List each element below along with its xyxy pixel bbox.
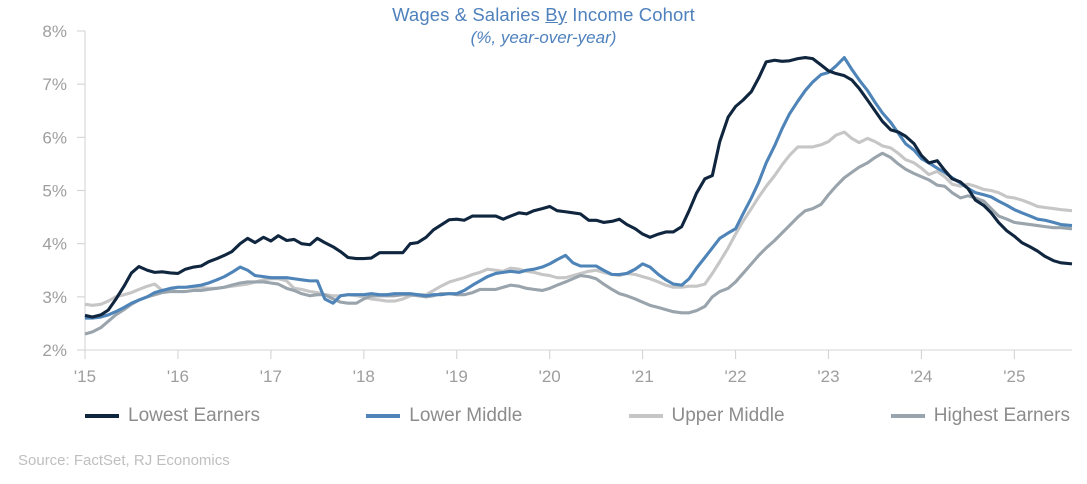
legend-item[interactable]: Upper Middle [628, 405, 785, 427]
y-axis-tick-label: 8% [42, 22, 67, 41]
x-axis-tick-label: '24 [910, 367, 932, 386]
x-axis-tick-label: '25 [1003, 367, 1025, 386]
legend-swatch-icon [85, 414, 119, 418]
x-axis-tick-label: '18 [353, 367, 375, 386]
y-axis-tick-label: 6% [42, 128, 67, 147]
y-axis-tick-label: 2% [42, 341, 67, 360]
y-axis-tick-label: 3% [42, 288, 67, 307]
legend-swatch-icon [366, 414, 401, 418]
legend-swatch-icon [890, 414, 925, 418]
legend-swatch-icon [628, 414, 663, 418]
legend-item[interactable]: Lower Middle [366, 405, 522, 427]
legend-label: Lower Middle [409, 405, 523, 426]
x-axis-tick-label: '15 [74, 367, 96, 386]
x-axis-tick-label: '16 [167, 367, 189, 386]
source-note: Source: FactSet, RJ Economics [18, 452, 230, 469]
y-axis-tick-label: 5% [42, 182, 67, 201]
series-line-lowest-earners [84, 56, 1073, 319]
legend-label: Highest Earners [933, 405, 1070, 426]
chart-legend: Lowest Earners Lower Middle Upper Middle Hi… [85, 405, 1070, 427]
x-axis-tick-label: '23 [817, 367, 839, 386]
x-axis-tick-label: '20 [539, 367, 561, 386]
series-line-lower-middle [85, 56, 1073, 320]
legend-label: Lowest Earners [128, 405, 261, 426]
x-axis-tick-label: '17 [260, 367, 282, 386]
legend-item[interactable]: Lowest Earners [85, 405, 260, 427]
x-axis-tick-label: '22 [724, 367, 746, 386]
series-line-upper-middle [84, 130, 1073, 307]
legend-label: Upper Middle [671, 405, 785, 426]
y-axis-tick-label: 7% [42, 75, 67, 94]
series-group [84, 56, 1073, 336]
x-axis-tick-label: '19 [446, 367, 468, 386]
legend-item[interactable]: Highest Earners [890, 405, 1070, 427]
x-axis-tick-label: '21 [632, 367, 654, 386]
series-line-highest-earners [84, 151, 1073, 336]
y-axis-tick-label: 4% [42, 235, 67, 254]
